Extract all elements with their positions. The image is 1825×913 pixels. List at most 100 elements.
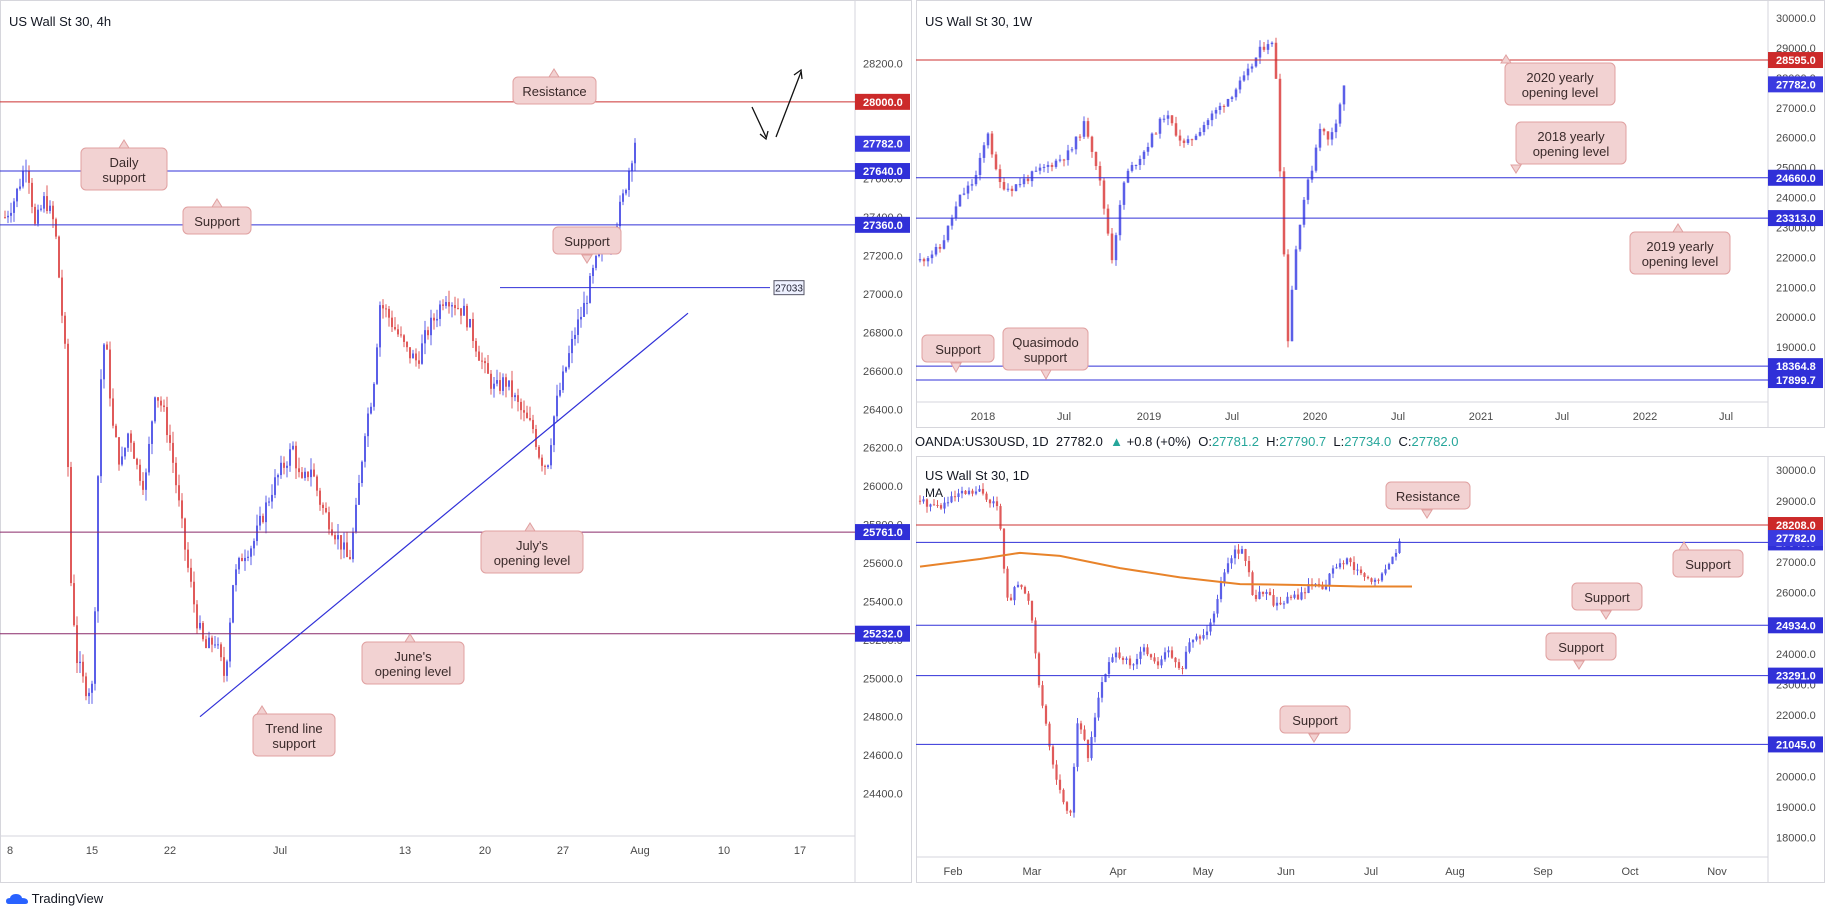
candle-body xyxy=(985,493,988,500)
candle-body xyxy=(1074,136,1078,150)
candle-body xyxy=(1307,584,1310,594)
candle-body xyxy=(1202,125,1206,133)
candle-body xyxy=(1132,664,1135,666)
ohlc-legend: OANDA:US30USD, 1D 27782.0 ▲ +0.8 (+0%) O… xyxy=(915,434,1459,449)
candle-body xyxy=(1034,620,1037,654)
candle-body xyxy=(283,462,285,468)
candle-body xyxy=(106,344,108,350)
level-tag-text: 18364.8 xyxy=(1776,361,1816,373)
level-tag-box xyxy=(855,524,910,541)
candle-body xyxy=(445,302,447,306)
annotation-text-line: support xyxy=(1024,350,1068,365)
candle-body xyxy=(151,421,153,444)
level-tag-box xyxy=(855,625,910,642)
annotation-box xyxy=(1385,481,1471,510)
annotation-text: June's opening level xyxy=(375,649,452,679)
candle-body xyxy=(1110,233,1114,261)
candle-body xyxy=(1258,591,1261,600)
chart-1d[interactable]: US Wall St 30, 1D MA 30000.029000.028000… xyxy=(916,456,1825,883)
candle-body xyxy=(139,464,141,481)
candle-body xyxy=(52,205,54,220)
legend-open: 27781.2 xyxy=(1211,434,1259,449)
level-tag-box xyxy=(1768,617,1823,634)
candle-body xyxy=(634,142,636,164)
candle-body xyxy=(925,499,929,507)
candle-body xyxy=(1195,636,1198,640)
candle-body xyxy=(583,302,585,317)
x-tick-label: 2021 xyxy=(1469,411,1493,423)
y-tick-label: 20000.0 xyxy=(1776,312,1816,324)
candle-body xyxy=(1293,594,1296,598)
candle-body xyxy=(223,657,225,676)
level-tag-text: 24660.0 xyxy=(1776,173,1816,185)
candle-body xyxy=(1027,593,1030,601)
candle-body xyxy=(514,395,516,398)
candle-body xyxy=(43,196,45,209)
annotation-box xyxy=(552,226,622,255)
candle-body xyxy=(313,469,315,477)
annotation-pointer xyxy=(211,198,223,208)
candle-body xyxy=(942,240,946,249)
candle-body xyxy=(1226,98,1230,107)
tradingview-logo[interactable]: TradingView xyxy=(6,890,103,906)
y-tick-label: 30000.0 xyxy=(1776,13,1816,25)
candle-body xyxy=(1130,165,1134,171)
candle-body xyxy=(250,548,252,557)
y-tick-label: 27000.0 xyxy=(1776,557,1816,569)
candle-body xyxy=(1286,254,1290,342)
level-tag-text: 23291.0 xyxy=(1776,671,1816,683)
chart-4h[interactable]: US Wall St 30, 4h 28200.028000.027800.02… xyxy=(0,0,912,883)
candle-body xyxy=(1352,562,1356,571)
annotation-text: Support xyxy=(564,234,610,249)
x-tick-label: May xyxy=(1193,866,1214,878)
candle-body xyxy=(55,219,57,237)
candle-body xyxy=(1178,135,1182,141)
candle-body xyxy=(1194,135,1198,140)
candle-body xyxy=(244,557,246,562)
annotation-pointer xyxy=(1672,223,1684,233)
candle-body xyxy=(1206,120,1210,126)
candle-body xyxy=(994,154,998,170)
candle-body xyxy=(1150,133,1154,147)
level-tag-text: 27033 xyxy=(775,284,803,295)
candle-body xyxy=(1125,658,1128,660)
candle-body xyxy=(1377,579,1380,581)
candle-body xyxy=(361,461,363,484)
candle-body xyxy=(4,217,6,219)
annotation-text: Support xyxy=(935,342,981,357)
chart-1w[interactable]: US Wall St 30, 1W 30000.029000.028000.02… xyxy=(916,0,1825,428)
candle-body xyxy=(487,363,489,374)
candle-body xyxy=(82,661,84,677)
x-tick-label: Jul xyxy=(1719,411,1733,423)
candle-body xyxy=(962,193,966,195)
candle-body xyxy=(94,611,96,684)
candle-body xyxy=(1321,586,1324,590)
candle-body xyxy=(958,194,962,207)
candle-body xyxy=(1166,115,1170,119)
candle-body xyxy=(1058,159,1062,161)
candle-body xyxy=(85,676,87,697)
x-tick-label: Aug xyxy=(1445,866,1465,878)
candle-body xyxy=(88,692,90,697)
level-tag-box xyxy=(1768,210,1823,227)
level-tag-text: 17899.7 xyxy=(1776,375,1816,387)
candle-body xyxy=(1230,558,1233,564)
level-tag-box xyxy=(1768,169,1823,186)
candle-body xyxy=(553,416,555,446)
candle-body xyxy=(1242,75,1246,81)
candle-body xyxy=(574,334,576,339)
candle-body xyxy=(1338,104,1342,124)
candle-body xyxy=(971,490,974,494)
x-tick-label: Jun xyxy=(1277,866,1295,878)
candle-body xyxy=(930,254,934,259)
candle-body xyxy=(1384,569,1387,574)
candle-body xyxy=(28,170,30,183)
candle-body xyxy=(1223,572,1226,583)
candle-body xyxy=(1097,697,1100,718)
candle-body xyxy=(1121,657,1125,660)
annotation-text-line: opening level xyxy=(375,664,452,679)
candle-body xyxy=(1167,650,1170,653)
candle-body xyxy=(49,205,51,211)
candle-body xyxy=(1335,567,1338,569)
candle-body xyxy=(499,380,501,391)
